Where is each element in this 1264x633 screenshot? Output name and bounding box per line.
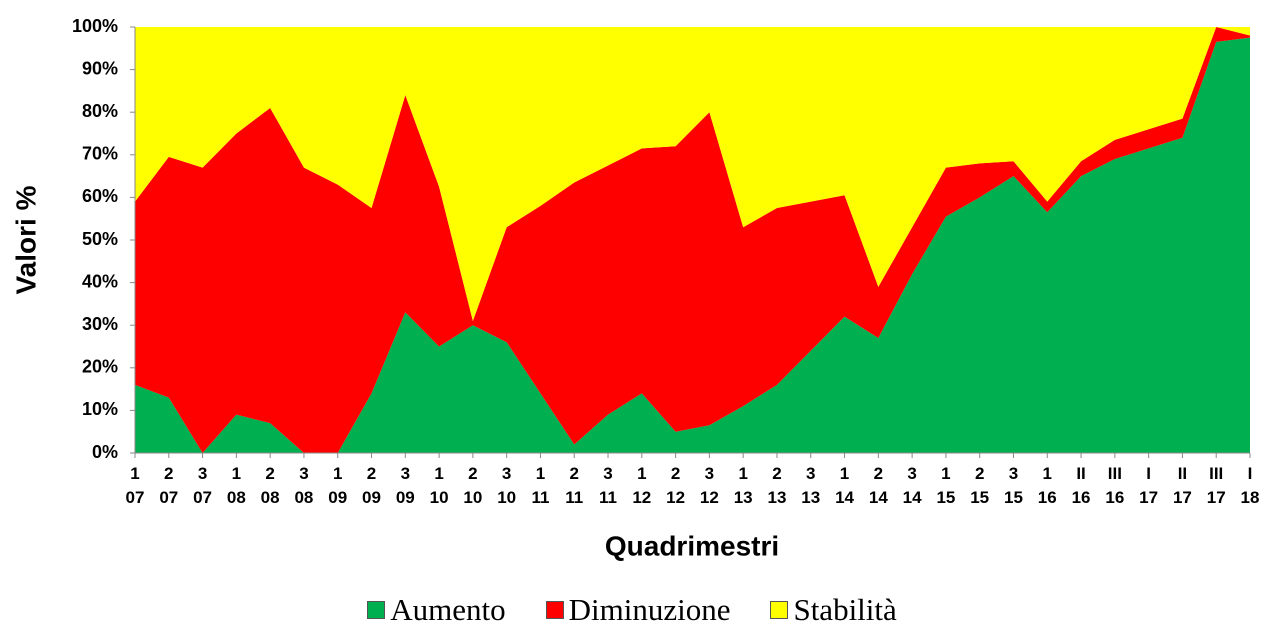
- y-tick-label: 90%: [82, 58, 118, 78]
- x-tick-label: I 18: [1240, 464, 1260, 507]
- legend-item: Stabilità: [770, 592, 897, 628]
- y-tick-label: 30%: [82, 314, 118, 334]
- x-tick-label: 2 12: [666, 464, 686, 507]
- x-tick-label: II 17: [1172, 464, 1192, 507]
- y-tick-label: 60%: [82, 186, 118, 206]
- x-tick-label: 3 11: [599, 464, 617, 507]
- y-tick-label: 0%: [92, 442, 118, 462]
- area: [135, 27, 1250, 321]
- x-tick-label: 3 14: [902, 464, 922, 507]
- x-tick-label: 3 15: [1004, 464, 1023, 507]
- y-tick-label: 100%: [72, 16, 118, 36]
- x-tick-label: I 17: [1139, 464, 1159, 507]
- x-tick-label: 3 10: [497, 464, 517, 507]
- y-tick-label: 10%: [82, 399, 118, 419]
- legend-swatch: [545, 601, 564, 619]
- x-tick-label: 2 11: [565, 464, 584, 507]
- x-tick-label: 2 07: [159, 464, 179, 507]
- area: [135, 37, 1250, 454]
- x-tick-label: 3 12: [699, 464, 719, 507]
- x-tick-label: 3 08: [294, 464, 314, 507]
- x-tick-label: 2 15: [970, 464, 990, 507]
- legend-item: Aumento: [367, 592, 506, 628]
- x-tick-label: III 17: [1206, 464, 1226, 507]
- x-tick-label: 1 09: [328, 464, 348, 507]
- legend: Aumento Diminuzione Stabilità: [0, 592, 1264, 628]
- x-tick-label: 2 10: [463, 464, 483, 507]
- y-tick-label: 20%: [82, 357, 118, 377]
- x-tick-label: 1 12: [632, 464, 652, 507]
- area: [135, 27, 1250, 453]
- x-tick-label: 2 08: [260, 464, 280, 507]
- x-axis-title: Quadrimestri: [605, 530, 779, 561]
- x-tick-label: 1 11: [531, 464, 550, 507]
- x-tick-label: 3 13: [801, 464, 821, 507]
- legend-swatch: [367, 601, 386, 619]
- y-tick-label: 80%: [82, 101, 118, 121]
- y-tick-label: 50%: [82, 229, 118, 249]
- x-tick-label: 2 14: [868, 464, 888, 507]
- x-tick-label: 1 10: [429, 464, 449, 507]
- x-tick-label: 1 13: [733, 464, 753, 507]
- x-tick-label: III 16: [1105, 464, 1125, 507]
- x-tick-label: 1 16: [1037, 464, 1057, 507]
- x-tick-label: 1 15: [936, 464, 956, 507]
- x-tick-label: 2 09: [362, 464, 381, 507]
- legend-swatch: [770, 601, 789, 619]
- x-tick-label: 3 09: [395, 464, 415, 507]
- legend-item: Diminuzione: [545, 592, 731, 628]
- legend-label: Diminuzione: [568, 592, 731, 627]
- x-tick-label: 1 07: [125, 464, 145, 507]
- y-axis-title: Valori %: [10, 185, 41, 294]
- legend-label: Stabilità: [793, 592, 897, 627]
- y-tick-label: 40%: [82, 271, 118, 291]
- y-tick-label: 70%: [82, 144, 118, 164]
- x-tick-label: II 16: [1071, 464, 1091, 507]
- x-tick-label: 3 07: [193, 464, 213, 507]
- x-tick-label: 1 08: [226, 464, 246, 507]
- legend-label: Aumento: [390, 592, 506, 627]
- x-tick-label: 1 14: [835, 464, 854, 507]
- x-tick-label: 2 13: [767, 464, 787, 507]
